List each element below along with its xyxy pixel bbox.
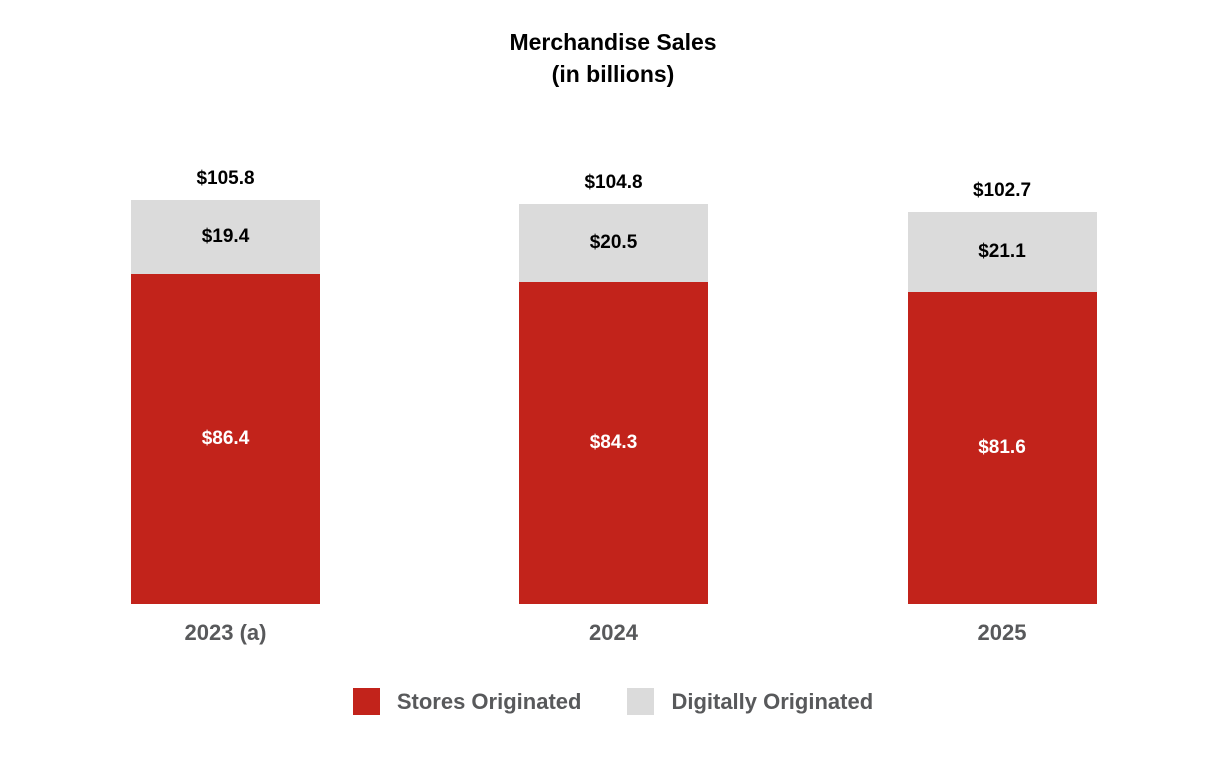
digitally-originated-value-label: $20.5 [589,231,638,253]
stores-originated-value-label: $86.4 [201,428,250,450]
stores-originated-value-label: $81.6 [978,437,1026,459]
bar-segment-stores-originated [519,282,708,604]
legend-item: Stores Originated [352,688,582,715]
bar-segment-stores-originated [907,292,1097,604]
stores-originated-value-label: $84.3 [589,432,638,454]
bar-segment-digitally-originated [907,211,1097,293]
x-axis-category-label: 2025 [977,620,1027,645]
legend-item: Digitally Originated [627,688,873,715]
chart-title-line2: (in billions) [551,61,675,87]
digitally-originated-value-label: $21.1 [978,241,1026,263]
x-axis-category-label: 2023 (a) [184,620,267,645]
digitally-originated-value-label: $19.4 [201,226,250,248]
total-value-label: $104.8 [584,171,643,193]
chart-title-line1: Merchandise Sales [509,29,717,55]
bar-segment-stores-originated [131,274,320,604]
bar-segment-digitally-originated [519,203,708,283]
bar-segment-digitally-originated [131,200,320,275]
legend-swatch-icon [352,688,380,715]
chart-legend: Stores Originated Digitally Originated [0,688,1226,715]
total-value-label: $102.7 [972,179,1032,201]
legend-label: Stores Originated [396,689,582,714]
legend-swatch-icon [627,688,655,715]
x-axis-category-label: 2024 [589,620,638,645]
legend-label: Digitally Originated [671,689,874,714]
chart-title: Merchandise Sales (in billions) [0,26,1226,90]
total-value-label: $105.8 [196,168,255,189]
